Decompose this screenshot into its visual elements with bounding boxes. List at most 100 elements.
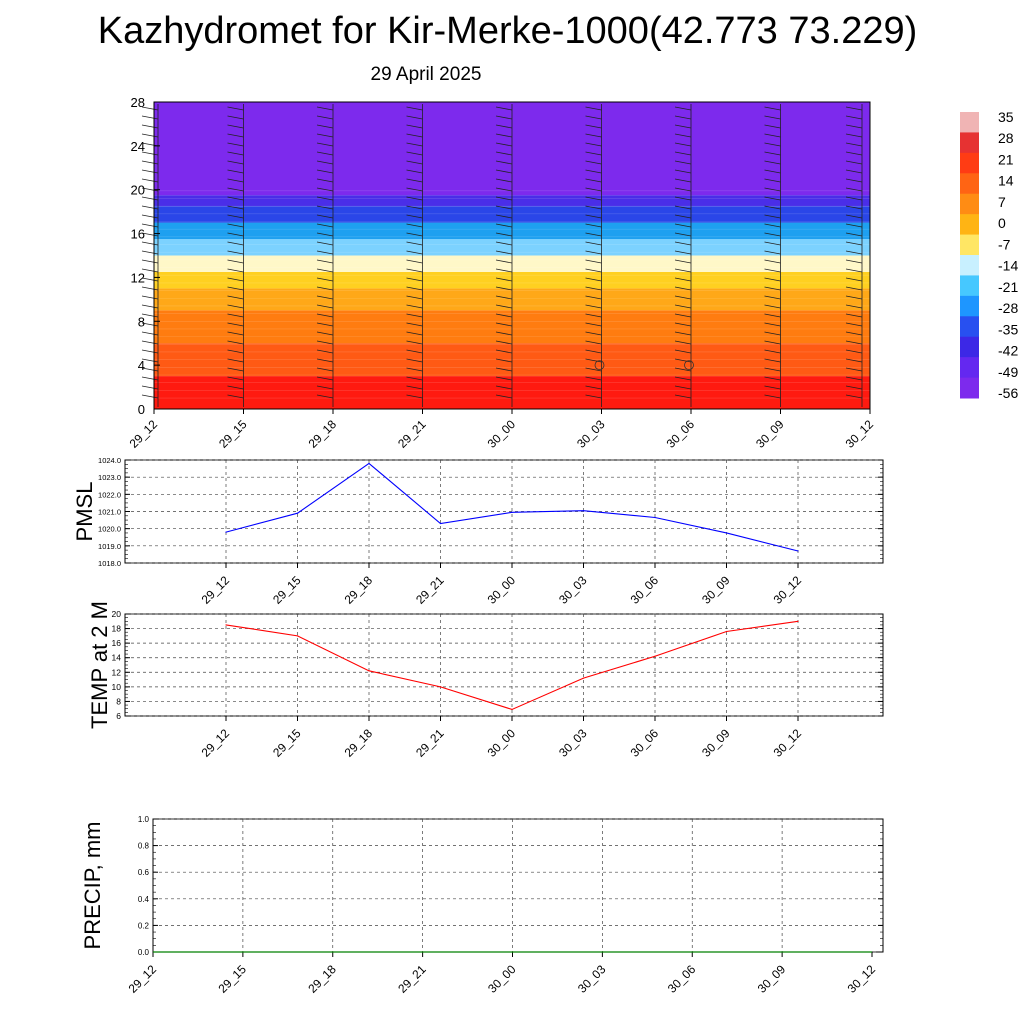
x-tick-label: 30_12 [771, 573, 805, 607]
wind-barb [227, 340, 244, 345]
wind-barb [585, 313, 602, 318]
wind-barb [585, 214, 602, 219]
wind-barb [495, 331, 513, 336]
wind-barb [406, 169, 423, 174]
x-tick-label: 29_12 [199, 726, 233, 760]
wind-barb [845, 115, 863, 120]
wind-barb [764, 196, 781, 201]
wind-barb [141, 376, 159, 381]
wind-barb [495, 232, 513, 237]
colorbar-label: -42 [998, 343, 1018, 359]
wind-barb [141, 286, 159, 291]
y-tick-label: 1021.0 [98, 508, 121, 517]
data-point [511, 708, 513, 711]
wind-barb [764, 106, 781, 111]
colorbar-swatch [960, 316, 979, 338]
x-tick-label: 29_15 [270, 726, 304, 760]
wind-barb [227, 295, 244, 300]
wind-barb [764, 322, 781, 327]
data-point [439, 686, 442, 688]
wind-barb [316, 385, 334, 390]
wind-barb [764, 133, 781, 138]
wind-barb [316, 358, 334, 363]
wind-barb [227, 376, 244, 381]
wind-barb [141, 106, 159, 111]
wind-barb [585, 160, 602, 165]
y-tick-label: 0.0 [138, 948, 150, 957]
colorbar-swatch [960, 152, 979, 174]
wind-barb [495, 169, 513, 174]
wind-barb [227, 169, 244, 174]
wind-barb [141, 205, 159, 210]
x-tick-label: 30_12 [843, 417, 877, 451]
wind-barb [585, 187, 602, 192]
wind-barb [316, 142, 334, 147]
wind-barb [674, 259, 692, 264]
chart-title: Kazhydromet for Kir-Merke-1000(42.773 73… [97, 10, 918, 52]
x-tick-label: 30_09 [755, 962, 789, 996]
wind-barb [227, 124, 244, 129]
wind-barb [674, 142, 692, 147]
colorbar-swatch [960, 214, 979, 236]
x-tick-label: 29_12 [127, 417, 161, 451]
y-tick-label: 28 [131, 95, 145, 110]
wind-barb [141, 187, 159, 192]
wind-barb [845, 376, 863, 381]
wind-barb [495, 322, 513, 327]
wind-barb [316, 205, 334, 210]
wind-barb [495, 367, 513, 372]
wind-barb [495, 160, 513, 165]
wind-barb [406, 187, 423, 192]
wind-barb [406, 223, 423, 228]
wind-barb [585, 385, 602, 390]
y-axis-label: PRECIP, mm [80, 822, 105, 950]
wind-barb [316, 196, 334, 201]
wind-barb [845, 196, 863, 201]
x-tick-label: 30_06 [628, 726, 662, 760]
wind-barb [764, 376, 781, 381]
wind-barb [406, 250, 423, 255]
wind-barb [585, 394, 602, 399]
wind-barb [316, 169, 334, 174]
wind-barb [406, 142, 423, 147]
wind-barb [764, 169, 781, 174]
wind-barb [845, 277, 863, 282]
x-tick-label: 30_03 [556, 573, 590, 607]
wind-barb [585, 286, 602, 291]
wind-barb [316, 295, 334, 300]
wind-barb [495, 376, 513, 381]
wind-barb [406, 286, 423, 291]
wind-barb [764, 160, 781, 165]
data-point [368, 670, 370, 672]
wind-barb [845, 205, 863, 210]
wind-barb [674, 151, 692, 156]
wind-barb [141, 322, 159, 327]
wind-barb [845, 340, 863, 345]
data-point [582, 677, 585, 679]
wind-barb [316, 376, 334, 381]
wind-barb [674, 160, 692, 165]
wind-barb [141, 349, 159, 354]
wind-barb [495, 295, 513, 300]
wind-barb [406, 340, 423, 345]
wind-barb [141, 223, 159, 228]
wind-barb [227, 313, 244, 318]
wind-barb [585, 232, 602, 237]
wind-barb [316, 115, 334, 120]
x-tick-label: 29_15 [270, 573, 304, 607]
y-tick-label: 20 [131, 183, 145, 198]
wind-barb [845, 286, 863, 291]
wind-barb [674, 232, 692, 237]
y-tick-label: 1022.0 [98, 490, 121, 499]
wind-barb [495, 385, 513, 390]
wind-barb [227, 151, 244, 156]
wind-barb [227, 349, 244, 354]
colorbar-label: 28 [998, 130, 1014, 146]
wind-barb [585, 367, 602, 372]
x-tick-label: 29_12 [126, 962, 160, 996]
wind-barb [141, 277, 159, 282]
colorbar-label: -7 [998, 236, 1011, 252]
wind-barb [845, 250, 863, 255]
data-point [797, 620, 799, 622]
x-tick-label: 30_09 [753, 417, 787, 451]
